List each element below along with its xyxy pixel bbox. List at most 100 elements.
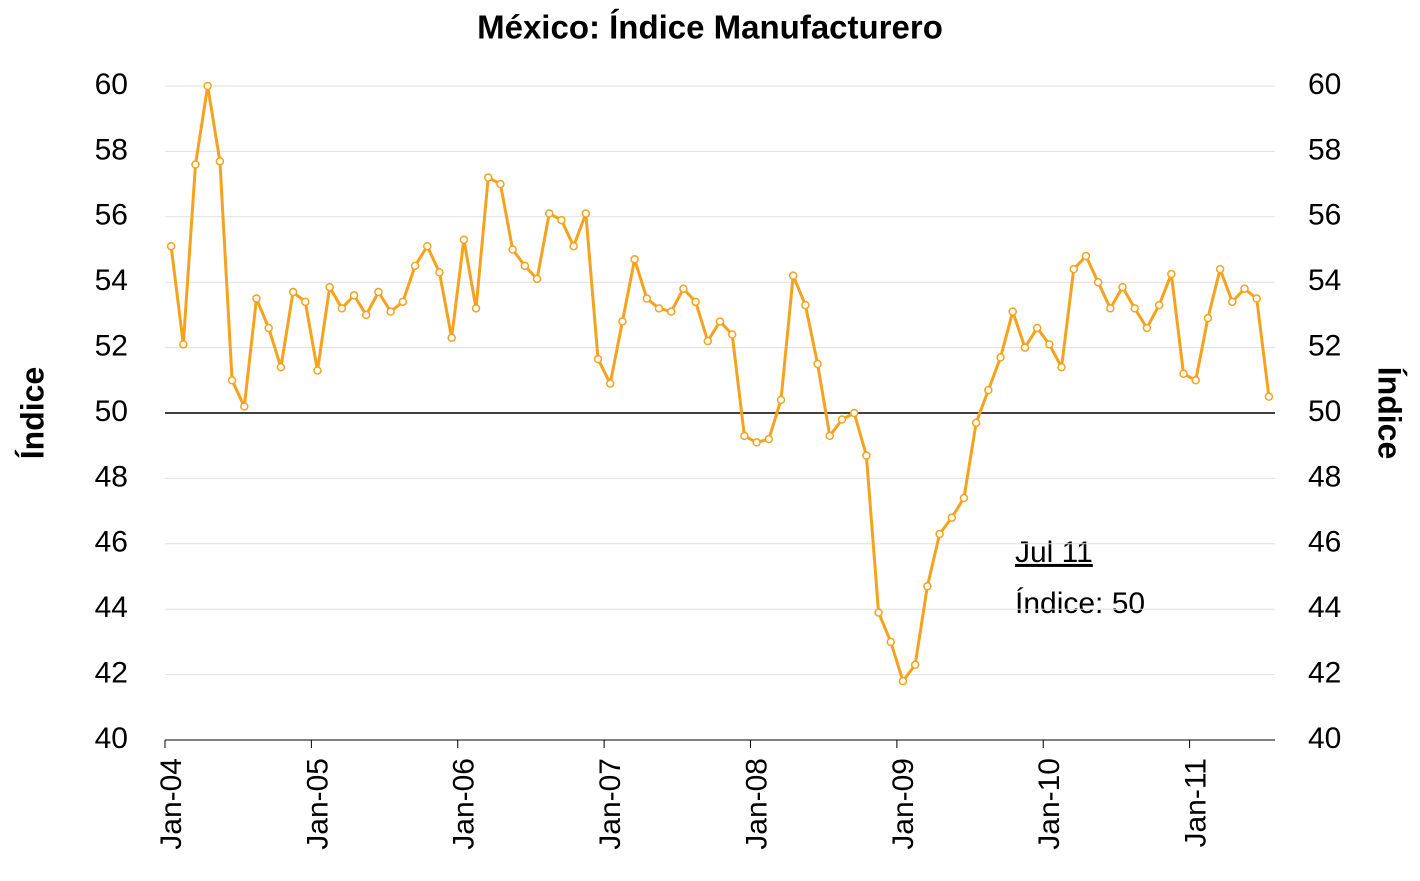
x-tick-label: Jan-09: [887, 758, 920, 850]
point: [947, 513, 957, 522]
x-tick-label: Jan-06: [448, 758, 481, 850]
point: [874, 608, 883, 617]
point: [362, 310, 371, 320]
y2-tick-label: 58: [1308, 133, 1341, 166]
point: [959, 493, 969, 503]
point: [618, 317, 627, 326]
point: [654, 304, 664, 313]
point: [1106, 304, 1115, 313]
point: [301, 297, 310, 307]
point: [910, 660, 920, 670]
point: [1142, 323, 1152, 333]
point: [1093, 277, 1103, 287]
point: [971, 418, 981, 428]
point: [666, 307, 676, 316]
point: [471, 304, 481, 313]
y2-tick-label: 44: [1308, 591, 1341, 624]
y2-axis-label: Índice: [1372, 367, 1408, 459]
y-tick-label: 60: [95, 68, 128, 101]
point: [166, 241, 176, 251]
x-tick-label: Jan-07: [594, 758, 627, 850]
point: [1203, 313, 1213, 323]
y-tick-label: 52: [95, 330, 128, 363]
point: [1179, 369, 1188, 379]
point: [605, 379, 615, 388]
point: [459, 235, 469, 244]
point: [264, 323, 273, 333]
point: [776, 395, 786, 405]
point: [215, 156, 225, 166]
annotation-text: Índice: 50: [1015, 587, 1145, 620]
point: [1020, 343, 1030, 352]
point: [227, 376, 237, 385]
y-tick-label: 44: [95, 591, 128, 624]
point: [752, 438, 761, 447]
y2-tick-label: 60: [1308, 68, 1341, 101]
y-tick-label: 56: [95, 199, 128, 232]
point: [825, 431, 835, 441]
point: [1264, 392, 1274, 401]
y-tick-label: 50: [95, 395, 128, 428]
y-tick-label: 48: [95, 460, 128, 493]
point: [1045, 340, 1054, 349]
point: [837, 415, 847, 424]
y-tick-label: 58: [95, 133, 128, 166]
point: [203, 81, 212, 91]
point: [1215, 264, 1225, 274]
point: [191, 160, 200, 169]
point: [423, 241, 432, 251]
x-tick-label: Jan-05: [301, 758, 334, 850]
point: [374, 287, 383, 297]
point: [508, 245, 517, 254]
point: [727, 330, 737, 339]
point: [1118, 282, 1127, 292]
x-tick-label: Jan-04: [155, 758, 188, 850]
point: [740, 431, 749, 441]
point: [288, 287, 298, 297]
point: [801, 300, 810, 310]
y2-tick-label: 40: [1308, 722, 1341, 755]
point: [886, 637, 896, 647]
point: [1032, 323, 1042, 333]
y-tick-label: 54: [95, 264, 128, 297]
point: [520, 261, 530, 271]
point: [386, 307, 395, 316]
point: [898, 676, 908, 686]
point: [1191, 376, 1200, 385]
y2-tick-label: 54: [1308, 264, 1341, 297]
y2-tick-label: 56: [1308, 199, 1341, 232]
point: [715, 317, 725, 326]
point: [410, 261, 420, 271]
point: [862, 451, 871, 460]
point: [849, 408, 859, 418]
point: [252, 294, 261, 303]
point: [398, 297, 408, 307]
point: [642, 294, 652, 303]
x-tick-label: Jan-08: [740, 758, 773, 850]
point: [935, 529, 944, 539]
y-tick-label: 42: [95, 657, 128, 690]
y2-tick-label: 50: [1308, 395, 1341, 428]
y2-tick-label: 46: [1308, 526, 1341, 559]
point: [691, 297, 700, 307]
point: [788, 271, 798, 280]
point: [703, 336, 713, 346]
point: [593, 354, 603, 364]
point: [1228, 297, 1237, 307]
point: [349, 291, 359, 300]
point: [532, 274, 542, 284]
chart-title: México: Índice Manufacturero: [477, 9, 943, 46]
point: [996, 353, 1005, 362]
y2-tick-label: 48: [1308, 460, 1341, 493]
point: [557, 215, 566, 225]
point: [1240, 284, 1249, 293]
point: [544, 209, 554, 218]
point: [276, 362, 286, 372]
x-tick-label: Jan-11: [1180, 758, 1213, 848]
y-tick-label: 40: [95, 722, 128, 755]
point: [325, 282, 334, 292]
point: [764, 434, 774, 444]
x-tick-label: Jan-10: [1033, 758, 1066, 850]
point: [1008, 307, 1017, 316]
